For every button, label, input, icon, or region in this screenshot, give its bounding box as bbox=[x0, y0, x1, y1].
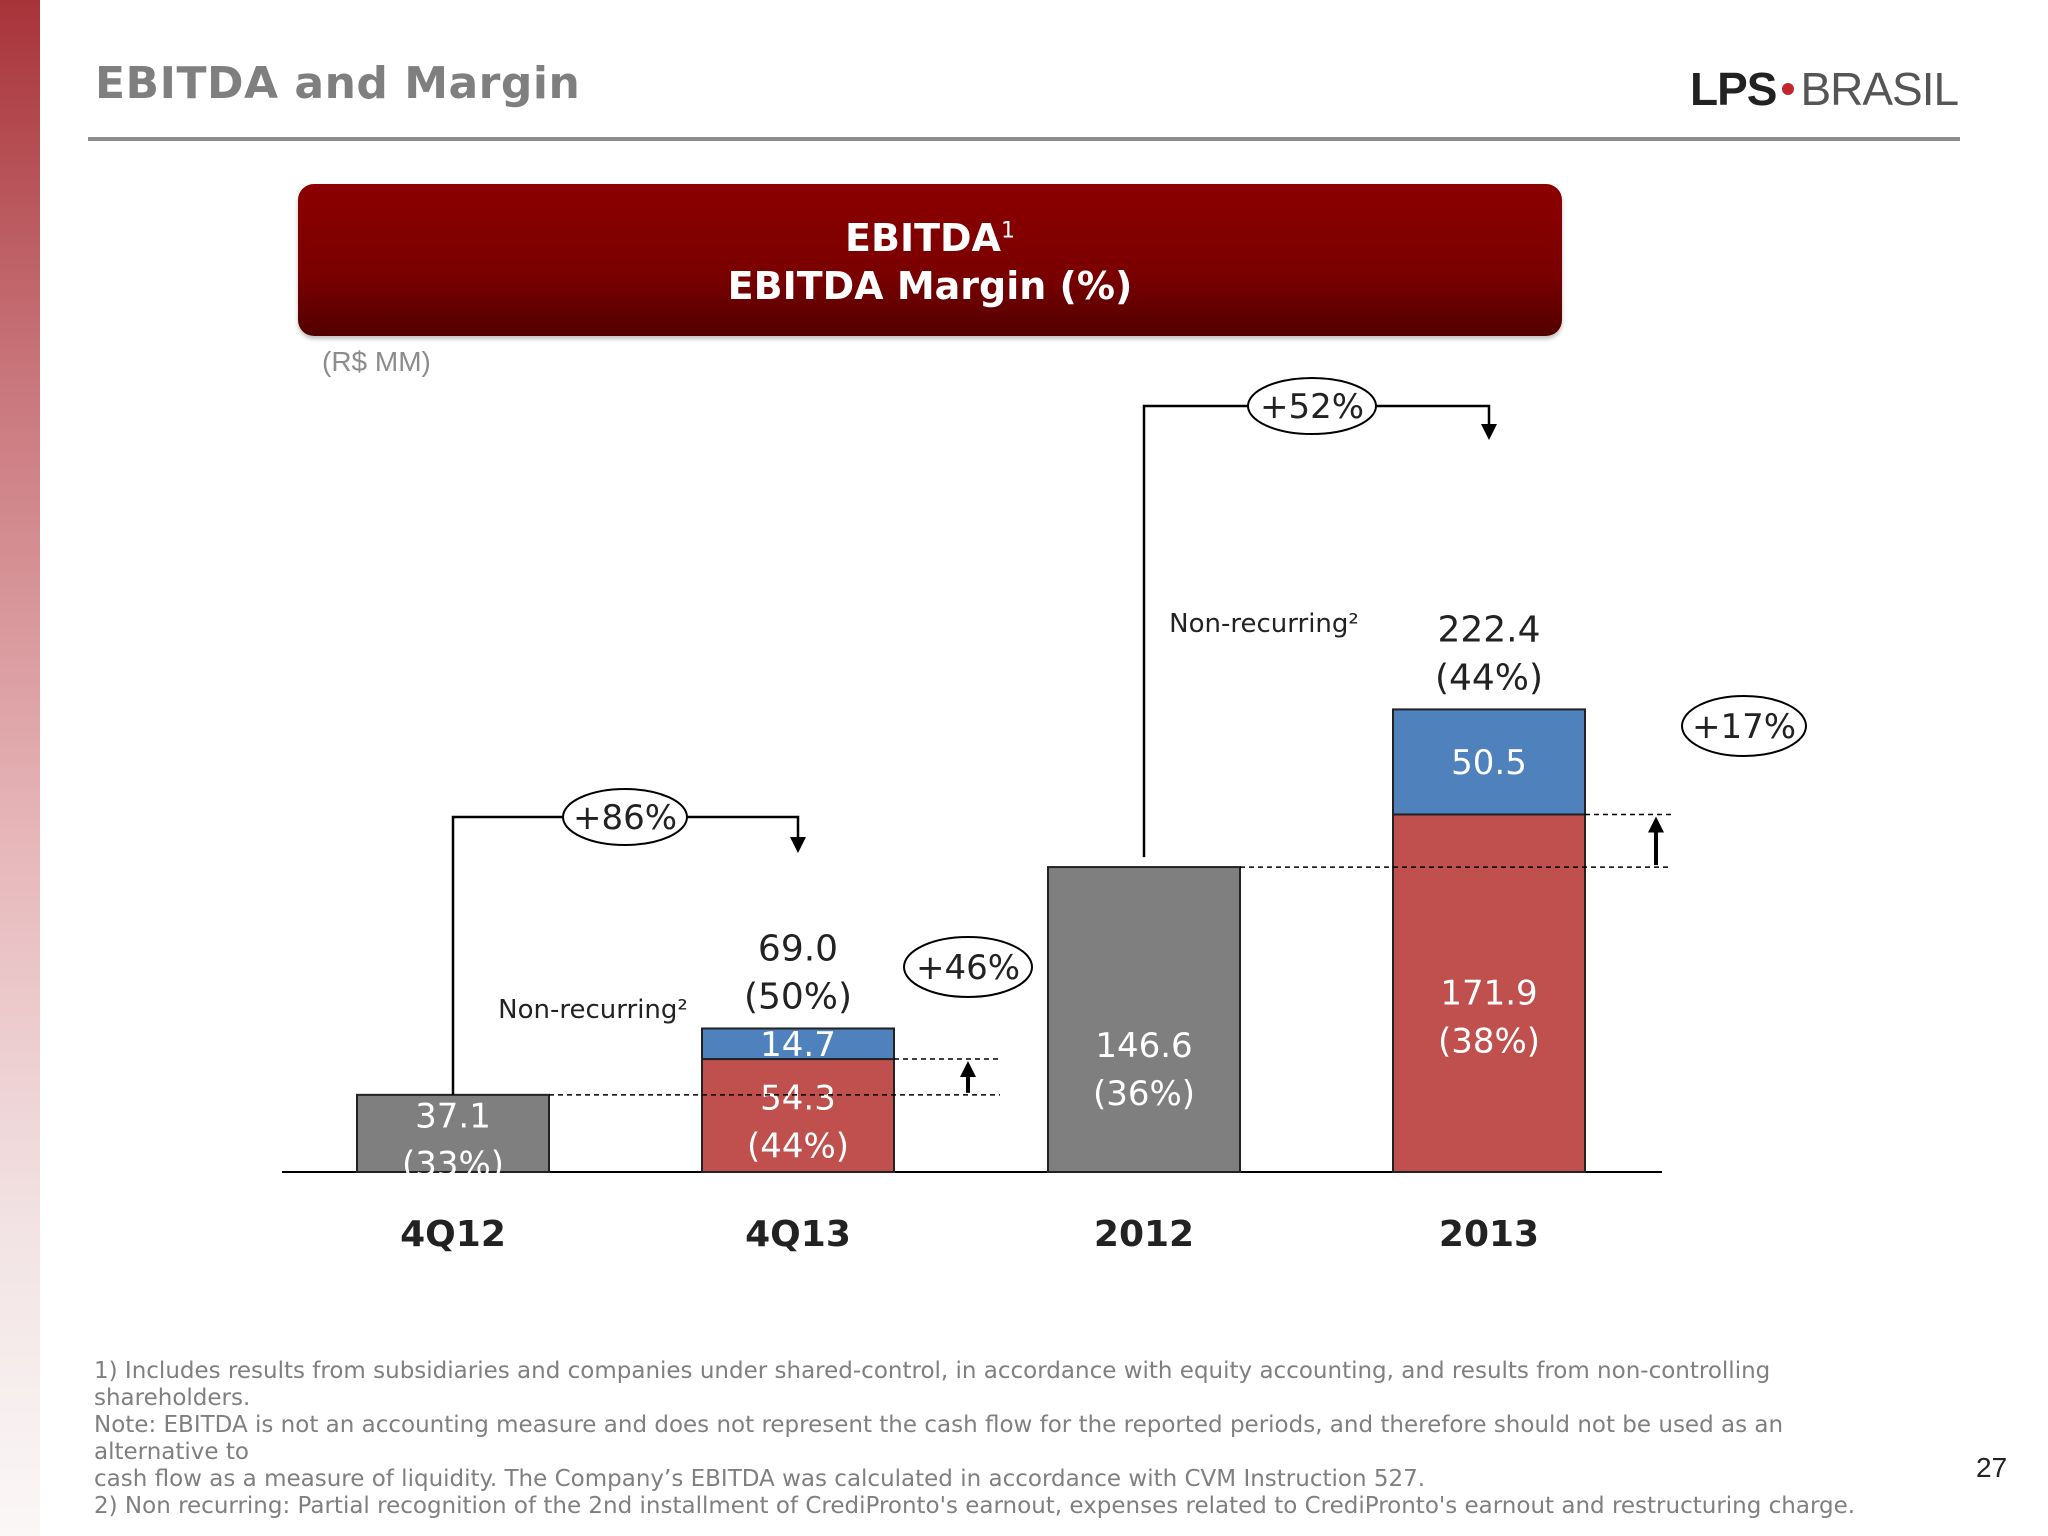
bar-4Q13-base bbox=[701, 1058, 895, 1174]
x-tick-label-2012: 2012 bbox=[1094, 1214, 1194, 1255]
growth-arrow-annual-recurring bbox=[1648, 816, 1664, 833]
bar-2013-value-label: 171.9 bbox=[1440, 973, 1537, 1013]
growth-label-4q-recurring-oval bbox=[903, 936, 1033, 998]
non-recurring-label-2013: Non-recurring² bbox=[1169, 609, 1359, 639]
bar-2013-base bbox=[1392, 813, 1586, 1173]
bar-2012-margin-label: (36%) bbox=[1093, 1074, 1195, 1114]
logo-text-left: LPS bbox=[1690, 63, 1777, 115]
footnote-note-1: Note: EBITDA is not an accounting measur… bbox=[94, 1412, 1784, 1465]
bar-4Q12-base bbox=[356, 1093, 550, 1174]
bar-4Q12-value-label: 37.1 bbox=[415, 1096, 491, 1136]
bar-4Q13-non-recurring bbox=[701, 1027, 895, 1061]
footnote-note-2: cash flow as a measure of liquidity. The… bbox=[94, 1466, 1426, 1492]
chart-title-banner: EBITDA1 EBITDA Margin (%) bbox=[298, 184, 1562, 336]
unit-label: (R$ MM) bbox=[322, 346, 431, 377]
non-recurring-label-4q13: Non-recurring² bbox=[498, 995, 688, 1025]
banner-footnote-marker: 1 bbox=[1000, 218, 1015, 244]
bar-2013-non-recurring bbox=[1392, 708, 1586, 816]
bar-2013-margin-label: (38%) bbox=[1438, 1021, 1540, 1061]
bar-4Q13-margin-label: (44%) bbox=[747, 1127, 849, 1167]
growth-label-4q-recurring: +46% bbox=[916, 948, 1020, 988]
banner-title-line2: EBITDA Margin (%) bbox=[727, 264, 1133, 308]
growth-label-annual-recurring-oval bbox=[1681, 695, 1807, 757]
growth-label-annual-recurring: +17% bbox=[1692, 707, 1796, 747]
banner-title-line1: EBITDA1 bbox=[298, 216, 1562, 260]
bar-4Q13-value-label: 54.3 bbox=[760, 1079, 836, 1119]
growth-label-4q-total: +86% bbox=[573, 798, 677, 838]
bar-4Q13-total-margin-label: (50%) bbox=[744, 976, 852, 1017]
bar-2013-total-label: 222.4 bbox=[1437, 609, 1540, 650]
growth-arrow-4q-recurring bbox=[960, 1061, 976, 1078]
growth-arrow-4q-total bbox=[790, 837, 806, 853]
x-tick-label-4Q13: 4Q13 bbox=[745, 1214, 851, 1255]
x-tick-label-2013: 2013 bbox=[1439, 1214, 1539, 1255]
side-decoration-strip bbox=[0, 0, 40, 1536]
footnotes: 1) Includes results from subsidiaries an… bbox=[94, 1358, 1894, 1520]
bar-2012-base bbox=[1047, 866, 1241, 1174]
logo-dot-icon bbox=[1782, 82, 1795, 95]
footnote-2: 2) Non recurring: Partial recognition of… bbox=[94, 1493, 1856, 1519]
bar-2012-value-label: 146.6 bbox=[1095, 1026, 1192, 1066]
bar-2013-total-margin-label: (44%) bbox=[1435, 657, 1543, 698]
footnote-1: 1) Includes results from subsidiaries an… bbox=[94, 1358, 1771, 1411]
growth-arrow-annual-total bbox=[1481, 424, 1497, 440]
page-title: EBITDA and Margin bbox=[95, 58, 581, 109]
bar-4Q12-margin-label: (33%) bbox=[402, 1144, 504, 1184]
company-logo: LPS BRASIL bbox=[1690, 62, 1959, 116]
page-number: 27 bbox=[1976, 1452, 2008, 1483]
x-tick-label-4Q12: 4Q12 bbox=[400, 1214, 506, 1255]
growth-label-annual-total: +52% bbox=[1260, 387, 1364, 427]
logo-text-right: BRASIL bbox=[1800, 63, 1959, 115]
bar-4Q13-total-label: 69.0 bbox=[758, 928, 838, 969]
title-divider bbox=[88, 137, 1960, 141]
bar-2013-non-recurring-label: 50.5 bbox=[1451, 743, 1527, 783]
banner-title-text: EBITDA bbox=[845, 216, 1001, 260]
bar-4Q13-non-recurring-label: 14.7 bbox=[760, 1025, 836, 1065]
growth-label-annual-total-oval bbox=[1247, 377, 1377, 435]
growth-label-4q-total-oval bbox=[562, 788, 688, 846]
